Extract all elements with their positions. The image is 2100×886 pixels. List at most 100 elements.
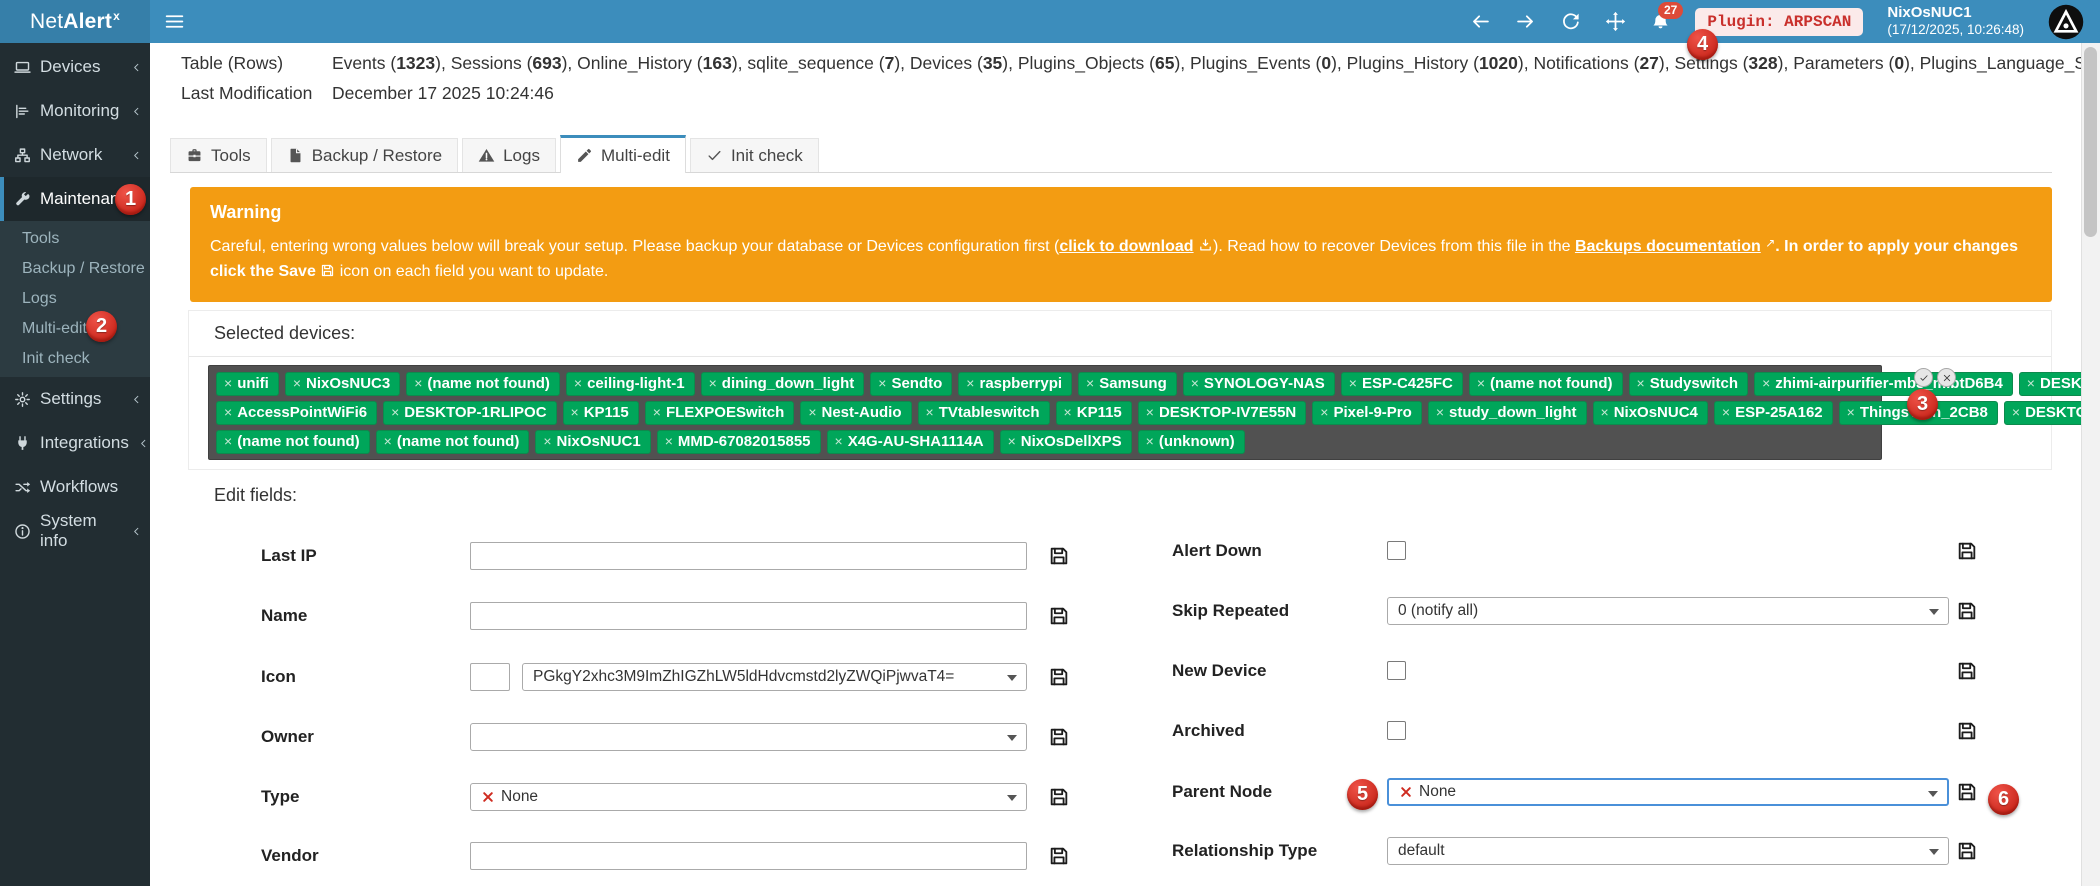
selected-devices-tags[interactable]: × unifi × NixOsNUC3 × (name not found) × ceilin… (208, 365, 2100, 460)
remove-tag-icon[interactable]: × (383, 433, 392, 449)
save-parent-node-button[interactable] (1956, 778, 1982, 806)
save-name-button[interactable] (1048, 602, 1074, 630)
device-tag[interactable]: × (name not found) (375, 429, 530, 454)
scrollbar[interactable] (2081, 43, 2100, 886)
device-tag[interactable]: × DESKTOP-1RLIPOC (383, 400, 557, 425)
device-tag[interactable]: × (unknown) (1137, 429, 1245, 454)
parent-node-select[interactable]: None (1387, 778, 1949, 806)
sidebar-item-logs[interactable]: Logs (22, 290, 57, 307)
remove-tag-icon[interactable]: × (543, 433, 552, 449)
alert-down-checkbox[interactable] (1387, 541, 1406, 560)
owner-select[interactable] (470, 723, 1027, 751)
device-tag[interactable]: × Samsung (1078, 371, 1177, 396)
vendor-input[interactable] (470, 842, 1027, 870)
select-all-button[interactable] (1914, 368, 1933, 387)
remove-tag-icon[interactable]: × (966, 375, 975, 391)
save-alert-down-button[interactable] (1956, 537, 1982, 565)
remove-tag-icon[interactable]: × (573, 375, 583, 391)
device-tag[interactable]: × FLEXPOESwitch (644, 400, 795, 425)
remove-tag-icon[interactable]: × (664, 433, 673, 449)
type-select[interactable]: None (470, 783, 1027, 811)
remove-tag-icon[interactable]: × (1636, 375, 1645, 391)
back-icon[interactable] (1470, 11, 1491, 32)
device-tag[interactable]: × dining_down_light (700, 371, 865, 396)
save-icon-button[interactable] (1048, 663, 1074, 691)
backups-documentation-link[interactable]: Backups documentation (1574, 238, 1761, 255)
device-tag[interactable]: × Nest-Audio (800, 400, 912, 425)
remove-tag-icon[interactable]: × (878, 375, 887, 391)
device-tag[interactable]: × Sendto (870, 371, 953, 396)
device-tag[interactable]: × X4G-AU-SHA1114A (826, 429, 994, 454)
icon-select[interactable]: PGkgY2xhc3M9ImZhIGZhLW5ldHdvcmstd2lyZWQi… (522, 663, 1027, 691)
save-skip-repeated-button[interactable] (1956, 597, 1982, 625)
sidebar-item-backup-restore[interactable]: Backup / Restore (22, 260, 145, 277)
device-tag[interactable]: × ESP-C425FC (1340, 371, 1463, 396)
remove-tag-icon[interactable]: × (1348, 375, 1357, 391)
remove-tag-icon[interactable]: × (708, 375, 717, 391)
save-owner-button[interactable] (1048, 723, 1074, 751)
remove-tag-icon[interactable]: × (391, 404, 400, 420)
sidebar-item-workflows[interactable]: Workflows (0, 465, 150, 509)
new-device-checkbox[interactable] (1387, 661, 1406, 680)
device-tag[interactable]: × Pixel-9-Pro (1312, 400, 1422, 425)
remove-tag-icon[interactable]: × (1721, 404, 1731, 420)
device-tag[interactable]: × NixOsNUC3 (284, 371, 401, 396)
device-tag[interactable]: × ceiling-light-1 (565, 371, 695, 396)
remove-tag-icon[interactable]: × (2026, 375, 2035, 391)
refresh-icon[interactable] (1560, 11, 1581, 32)
device-tag[interactable]: × zhimi-airpurifier-mb3_mibtD6B4 (1754, 371, 2013, 396)
device-tag[interactable]: × DESKTOP-IV7E55N (1137, 400, 1307, 425)
name-input[interactable] (470, 602, 1027, 630)
tab-tools[interactable]: Tools (170, 138, 267, 172)
device-tag[interactable]: × unifi (216, 371, 279, 396)
relationship-type-select[interactable]: default (1387, 837, 1949, 865)
remove-tag-icon[interactable]: × (224, 404, 233, 420)
tab-init-check[interactable]: Init check (689, 138, 819, 172)
app-logo[interactable]: Net Alert x (0, 0, 150, 43)
device-tag[interactable]: × TVtableswitch (917, 400, 1050, 425)
save-archived-button[interactable] (1956, 717, 1982, 745)
sidebar-toggle-button[interactable] (150, 0, 198, 43)
remove-tag-icon[interactable]: × (1435, 404, 1444, 420)
remove-tag-icon[interactable]: × (1600, 404, 1609, 420)
device-tag[interactable]: × ESP-25A162 (1713, 400, 1833, 425)
device-tag[interactable]: × SYNOLOGY-NAS (1182, 371, 1335, 396)
save-type-button[interactable] (1048, 783, 1074, 811)
remove-tag-icon[interactable]: × (1086, 375, 1095, 391)
device-tag[interactable]: × MMD-67082015855 (656, 429, 821, 454)
archived-checkbox[interactable] (1387, 721, 1406, 740)
save-new-device-button[interactable] (1956, 657, 1982, 685)
user-avatar[interactable] (2048, 4, 2084, 40)
remove-tag-icon[interactable]: × (1476, 375, 1486, 391)
remove-tag-icon[interactable]: × (925, 404, 934, 420)
remove-tag-icon[interactable]: × (2011, 404, 2021, 420)
clear-all-button[interactable] (1937, 368, 1956, 387)
device-tag[interactable]: × AccessPointWiFi6 (216, 400, 378, 425)
sidebar-item-monitoring[interactable]: Monitoring (0, 89, 150, 133)
device-tag[interactable]: × NixOsNUC4 (1592, 400, 1708, 425)
device-tag[interactable]: × NixOsNUC1 (535, 429, 651, 454)
device-tag[interactable]: × Studyswitch (1628, 371, 1749, 396)
remove-tag-icon[interactable]: × (1145, 404, 1154, 420)
remove-tag-icon[interactable]: × (1007, 433, 1016, 449)
download-backup-link[interactable]: click to download (1059, 238, 1194, 255)
remove-tag-icon[interactable]: × (1063, 404, 1072, 420)
sidebar-item-devices[interactable]: Devices (0, 45, 150, 89)
sidebar-item-tools[interactable]: Tools (22, 230, 60, 247)
remove-tag-icon[interactable]: × (1762, 375, 1771, 391)
remove-tag-icon[interactable]: × (1320, 404, 1329, 420)
sidebar-item-system-info[interactable]: System info (0, 509, 150, 553)
device-tag[interactable]: × KP115 (1055, 400, 1132, 425)
sidebar-item-network[interactable]: Network (0, 133, 150, 177)
remove-tag-icon[interactable]: × (808, 404, 817, 420)
remove-tag-icon[interactable]: × (570, 404, 579, 420)
device-tag[interactable]: × KP115 (562, 400, 639, 425)
remove-tag-icon[interactable]: × (834, 433, 843, 449)
save-relationship-type-button[interactable] (1956, 837, 1982, 865)
sidebar-item-settings[interactable]: Settings (0, 377, 150, 421)
move-icon[interactable] (1605, 11, 1626, 32)
remove-tag-icon[interactable]: × (414, 375, 423, 391)
remove-tag-icon[interactable]: × (224, 433, 233, 449)
tab-logs[interactable]: Logs (462, 138, 556, 172)
forward-icon[interactable] (1515, 11, 1536, 32)
